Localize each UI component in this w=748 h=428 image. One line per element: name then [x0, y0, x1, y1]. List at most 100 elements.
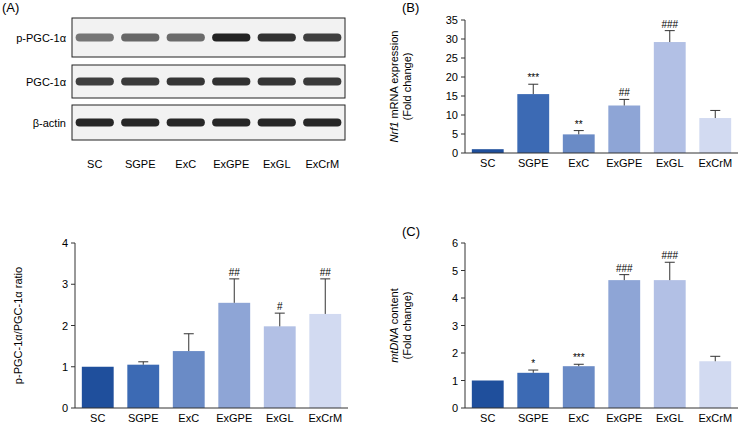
- error-cap: [574, 130, 584, 131]
- panel-label: (A): [2, 0, 19, 15]
- blot-band: [121, 34, 159, 42]
- x-axis: [75, 408, 348, 409]
- tick: [461, 243, 465, 244]
- tick: [461, 325, 465, 326]
- tick: [461, 380, 465, 381]
- error-cap: [528, 370, 538, 371]
- x-axis: [465, 408, 738, 409]
- blot-lane-label: SGPE: [125, 158, 156, 170]
- significance: ###: [616, 263, 633, 274]
- bar: [218, 303, 250, 408]
- category-label: SGPE: [128, 412, 159, 424]
- error-cap: [665, 262, 675, 263]
- category-label: ExGL: [656, 157, 684, 169]
- error-stem: [669, 31, 670, 42]
- blot-band: [167, 119, 205, 127]
- tick-label: 4: [62, 237, 68, 249]
- error-stem: [325, 279, 326, 314]
- bar: [517, 94, 549, 153]
- blot-band: [212, 34, 250, 42]
- category-label: ExC: [568, 157, 589, 169]
- significance: ##: [229, 267, 241, 278]
- category-label: SC: [90, 412, 105, 424]
- error-bar: [710, 110, 720, 118]
- bar: [699, 361, 731, 408]
- tick: [461, 134, 465, 135]
- category-label: ExCrM: [308, 412, 342, 424]
- error-cap: [619, 99, 629, 100]
- blot-frame: [72, 105, 345, 140]
- bar: [654, 280, 686, 408]
- significance: ###: [661, 19, 678, 30]
- tick: [461, 353, 465, 354]
- tick-label: 25: [446, 52, 458, 64]
- y-axis: [465, 20, 466, 153]
- tick: [461, 153, 465, 154]
- bar: [127, 365, 159, 408]
- error-bar: [528, 84, 538, 94]
- tick: [71, 408, 75, 409]
- tick-label: 3: [452, 320, 458, 332]
- error-stem: [234, 279, 235, 303]
- tick-label: 20: [446, 71, 458, 83]
- error-cap: [619, 274, 629, 275]
- blot-lane-label: ExCrM: [305, 158, 339, 170]
- blot-band: [76, 78, 114, 86]
- significance: ##: [619, 87, 631, 98]
- marks: [82, 279, 341, 408]
- tick-label: 4: [452, 292, 458, 304]
- significance: ##: [320, 267, 332, 278]
- error-stem: [624, 275, 625, 281]
- category-label: SGPE: [518, 412, 549, 424]
- axis-label: (Fold change): [401, 292, 413, 360]
- tick-label: 5: [452, 265, 458, 277]
- panel-label: (B): [402, 0, 419, 15]
- tick: [461, 20, 465, 21]
- tick-label: 0: [452, 147, 458, 159]
- axis-label-part: content: [388, 288, 400, 327]
- error-bar: [184, 334, 194, 351]
- category-label: ExCrM: [698, 412, 732, 424]
- bar: [173, 351, 205, 408]
- blot-row-label: β-actin: [33, 117, 66, 129]
- error-bar: [574, 364, 584, 366]
- error-bar: [320, 279, 330, 314]
- blot-lane-label: SC: [87, 158, 102, 170]
- error-bar: [710, 356, 720, 361]
- error-cap: [275, 313, 285, 314]
- tick-label: 3: [62, 278, 68, 290]
- bar: [472, 381, 504, 409]
- error-stem: [669, 262, 670, 280]
- marks: [472, 31, 731, 153]
- error-cap: [710, 110, 720, 111]
- error-bar: [138, 362, 148, 365]
- axis-label-part: mRNA expression: [388, 31, 400, 122]
- bar: [264, 326, 296, 408]
- panel-label: (C): [402, 224, 420, 239]
- bar: [472, 149, 504, 153]
- blot-band: [258, 78, 296, 86]
- error-cap: [665, 30, 675, 31]
- tick: [71, 366, 75, 367]
- tick: [461, 96, 465, 97]
- error-cap: [138, 361, 148, 362]
- significance: ***: [527, 72, 539, 83]
- blot-band: [76, 34, 114, 42]
- tick-label: 35: [446, 14, 458, 26]
- bar: [309, 314, 341, 408]
- error-bar: [665, 31, 675, 42]
- category-label: SC: [480, 412, 495, 424]
- marks: [472, 262, 731, 408]
- axis-label: mtDNA content: [388, 288, 400, 363]
- error-stem: [715, 356, 716, 361]
- error-bar: [275, 313, 285, 326]
- error-stem: [715, 110, 716, 118]
- axis-label: Nrf1 mRNA expression: [388, 31, 400, 143]
- tick-label: 2: [452, 347, 458, 359]
- tick-label: 0: [62, 402, 68, 414]
- error-bar: [528, 370, 538, 373]
- tick: [71, 325, 75, 326]
- bar: [608, 106, 640, 154]
- significance: #: [277, 301, 283, 312]
- axis-label-part: mtDNA: [388, 327, 400, 362]
